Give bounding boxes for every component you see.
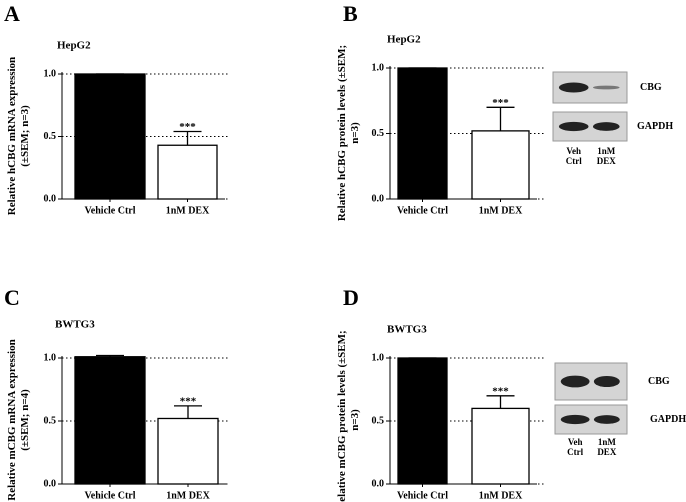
blot-band: [592, 85, 620, 90]
x-tick-label: 1nM DEX: [479, 205, 523, 216]
y-tick-label: 1.0: [44, 68, 57, 79]
band-label: CBG: [640, 82, 662, 93]
blot-band: [593, 375, 620, 388]
blot-band: [593, 415, 620, 424]
y-tick-label: 0.5: [44, 131, 57, 142]
error-bar: [486, 395, 515, 409]
y-axis-label: Relative mCBG mRNA expression (±SEM; n=4…: [6, 339, 31, 501]
lane-label: Veh Ctrl: [567, 437, 584, 457]
lane-label: Veh Ctrl: [565, 146, 582, 166]
panel-title: HepG2: [57, 40, 91, 52]
panel-title: BWTG3: [387, 324, 427, 336]
blot-band: [558, 82, 589, 93]
bar: [74, 73, 146, 200]
x-tick-label: 1nM DEX: [166, 205, 210, 216]
blot-band: [560, 375, 590, 388]
panel-label: B: [343, 1, 358, 26]
y-tick-label: 0.5: [372, 415, 385, 426]
lane-label: 1nM DEX: [596, 146, 616, 166]
x-tick-label: Vehicle Ctrl: [397, 490, 448, 501]
y-tick-label: 0.5: [372, 128, 385, 139]
y-tick-label: 0.0: [44, 478, 57, 489]
error-bar: [174, 405, 202, 419]
band-label: GAPDH: [650, 414, 686, 425]
y-tick-label: 1.0: [372, 62, 385, 73]
error-bar: [173, 130, 202, 146]
y-axis-label: Relative hCBG mRNA expression (±SEM; n=3…: [6, 56, 31, 216]
blot-band: [558, 121, 589, 132]
panel-title: BWTG3: [55, 319, 95, 331]
blot-band: [592, 122, 620, 131]
bar: [157, 417, 219, 485]
lane-label: 1nM DEX: [597, 437, 617, 457]
panel-label: A: [4, 1, 20, 26]
panel-label: D: [343, 285, 359, 310]
error-bar: [486, 106, 515, 131]
y-axis-label: Relative mCBG protein levels (±SEM; n=3): [336, 330, 361, 502]
y-tick-label: 0.0: [372, 193, 385, 204]
significance: ***: [492, 385, 509, 397]
y-tick-label: 1.0: [372, 352, 385, 363]
bar: [157, 144, 218, 200]
band-label: GAPDH: [637, 121, 673, 132]
x-tick-label: Vehicle Ctrl: [84, 490, 135, 501]
bar: [471, 407, 530, 485]
significance: ***: [492, 97, 509, 109]
panel-title: HepG2: [387, 34, 421, 46]
significance: ***: [179, 121, 196, 133]
y-tick-label: 1.0: [44, 352, 57, 363]
y-axis-label: Relative hCBG protein levels (±SEM; n=3): [336, 44, 361, 222]
x-tick-label: Vehicle Ctrl: [84, 205, 135, 216]
bar: [397, 357, 448, 485]
error-bar: [96, 354, 124, 357]
band-label: CBG: [648, 376, 670, 387]
y-tick-label: 0.0: [372, 478, 385, 489]
y-tick-label: 0.5: [44, 415, 57, 426]
bar: [74, 356, 146, 485]
x-tick-label: 1nM DEX: [166, 490, 210, 501]
blot-band: [560, 414, 590, 425]
bar: [471, 130, 530, 200]
x-tick-label: 1nM DEX: [479, 490, 523, 501]
bar: [397, 67, 448, 200]
y-tick-label: 0.0: [44, 193, 57, 204]
significance: ***: [180, 395, 197, 407]
panel-label: C: [4, 285, 20, 310]
x-tick-label: Vehicle Ctrl: [397, 205, 448, 216]
